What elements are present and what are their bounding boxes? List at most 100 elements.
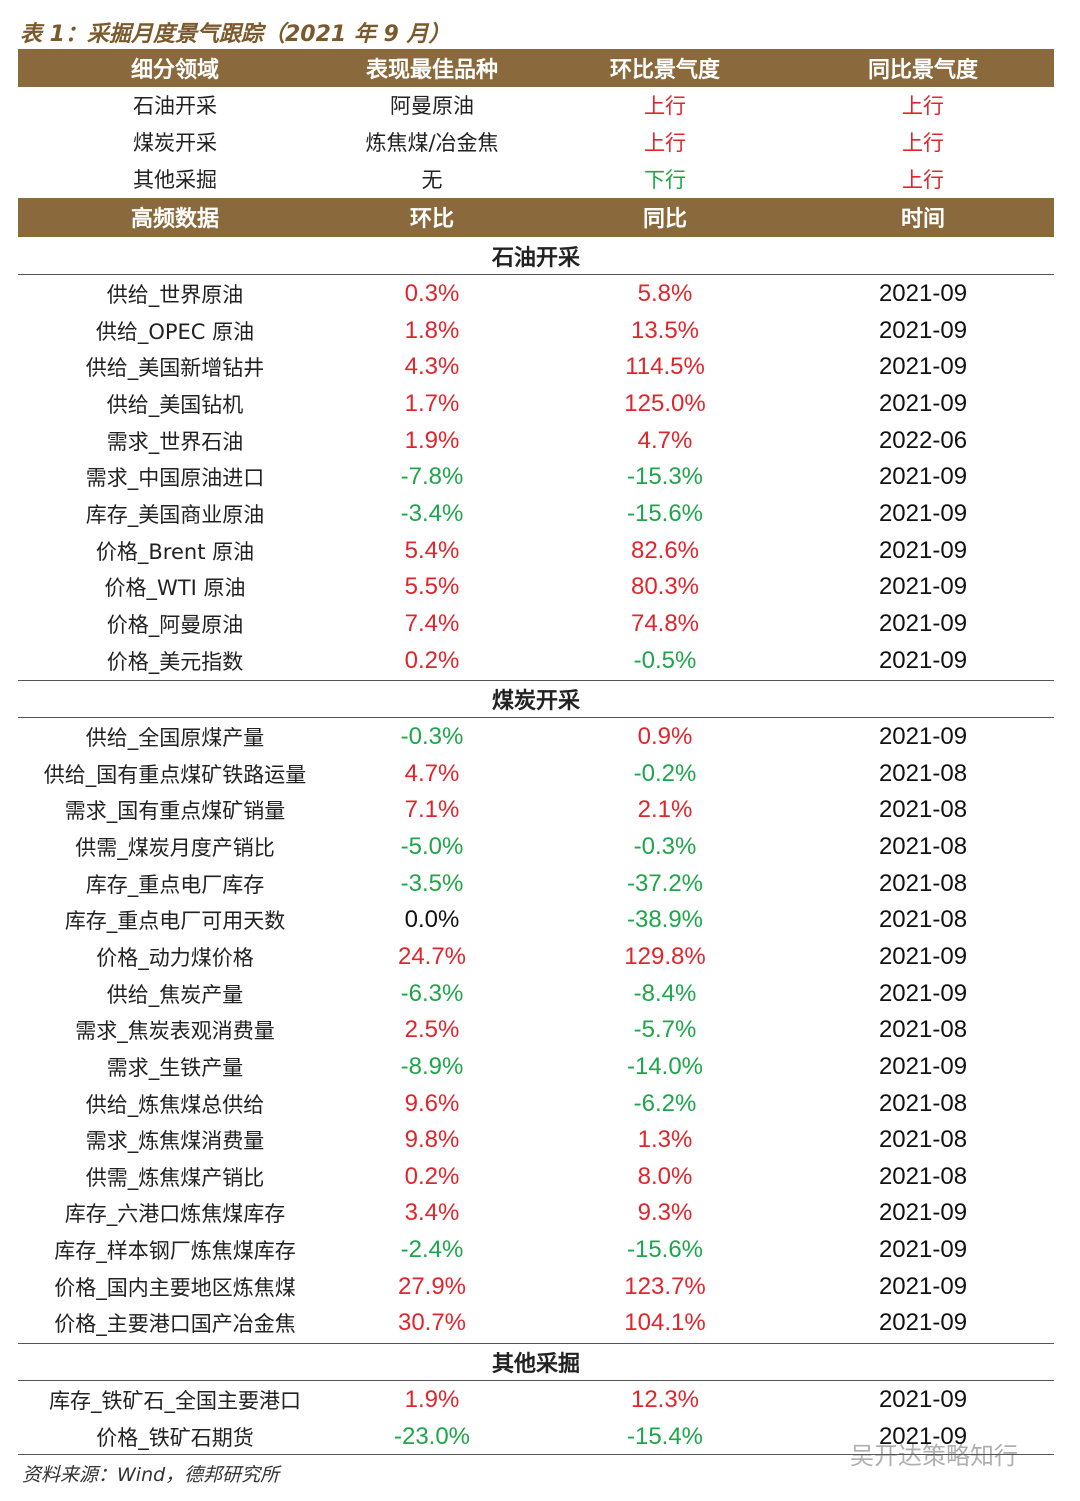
data-cell: 4.7% [637, 426, 693, 454]
row-label: 库存_六港口炼焦煤库存 [64, 1202, 286, 1227]
row-label: 供给_美国钻机 [106, 392, 244, 417]
data-cell: 1.3% [637, 1126, 693, 1154]
row-label: 价格_阿曼原油 [106, 612, 244, 637]
header-cell: 表现最佳品种 [365, 58, 499, 83]
data-cell: 2021-09 [878, 536, 968, 564]
row-label: 库存_铁矿石_全国主要港口 [49, 1388, 301, 1413]
table-title: 表 1：采掘月度景气跟踪（2021 年 9 月） [20, 22, 451, 47]
data-cell: 2022-06 [878, 426, 968, 454]
summary-cell: 石油开采 [133, 94, 217, 118]
row-label: 需求_炼焦煤消费量 [85, 1129, 265, 1154]
summary-cell: 上行 [902, 94, 944, 118]
data-cell: 7.1% [404, 796, 460, 824]
data-cell: 0.3% [404, 280, 460, 307]
watermark: 吴开达策略知行 [850, 1442, 1018, 1470]
data-cell: 2021-08 [878, 906, 968, 934]
data-cell: 30.7% [397, 1309, 467, 1337]
data-cell: -5.0% [400, 832, 464, 860]
data-cell: 8.0% [637, 1162, 693, 1190]
summary-cell: 阿曼原油 [390, 94, 474, 118]
data-cell: 104.1% [624, 1309, 706, 1337]
row-label: 价格_WTI 原油 [104, 576, 246, 601]
data-cell: 1.7% [404, 389, 460, 417]
data-cell: 2021-09 [878, 609, 968, 637]
row-label: 供给_炼焦煤总供给 [85, 1092, 265, 1117]
row-label: 需求_生铁产量 [106, 1055, 244, 1080]
summary-cell: 下行 [644, 168, 686, 192]
row-label: 供给_全国原煤产量 [85, 726, 265, 750]
data-cell: -14.0% [626, 1052, 704, 1080]
data-cell: 4.3% [404, 353, 460, 381]
data-cell: 5.4% [404, 536, 460, 564]
data-cell: -15.6% [626, 1236, 704, 1264]
data-cell: 2021-09 [878, 1052, 968, 1080]
row-label: 需求_世界石油 [106, 429, 244, 454]
data-cell: 2021-09 [878, 942, 968, 970]
data-cell: 114.5% [625, 353, 705, 381]
data-cell: -6.2% [633, 1089, 697, 1117]
data-cell: 2021-09 [878, 1199, 968, 1227]
data-cell: 2021-09 [878, 723, 968, 750]
data-cell: -23.0% [393, 1422, 471, 1450]
data-cell: -38.9% [626, 906, 704, 934]
row-label: 库存_美国商业原油 [85, 502, 265, 527]
data-cell: 0.2% [404, 1162, 460, 1190]
data-cell: -7.8% [400, 463, 464, 491]
data-cell: 2021-09 [878, 1309, 968, 1337]
row-label: 需求_中国原油进口 [85, 466, 265, 491]
row-label: 价格_铁矿石期货 [96, 1425, 254, 1450]
data-cell: 9.6% [404, 1089, 460, 1117]
row-label: 库存_重点电厂库存 [85, 872, 265, 897]
data-cell: -5.7% [633, 1016, 697, 1044]
data-cell: 2021-09 [878, 280, 968, 307]
data-cell: 7.4% [404, 609, 460, 637]
data-cell: 2021-08 [878, 1016, 968, 1044]
data-cell: 2021-09 [878, 316, 968, 344]
data-cell: 1.9% [404, 426, 460, 454]
data-cell: 2021-09 [878, 463, 968, 491]
row-label: 价格_Brent 原油 [95, 539, 255, 564]
row-label: 需求_焦炭表观消费量 [75, 1019, 275, 1044]
data-cell: 2021-09 [878, 979, 968, 1007]
summary-cell: 无 [421, 168, 443, 192]
row-label: 库存_样本钢厂炼焦煤库存 [54, 1239, 296, 1264]
row-label: 供给_国有重点煤矿铁路运量 [43, 762, 307, 787]
data-cell: 2021-08 [878, 796, 968, 824]
data-cell: 129.8% [624, 942, 706, 970]
header-cell: 环比 [409, 207, 455, 232]
data-cell: 2021-09 [878, 573, 968, 601]
rule [18, 1342, 1054, 1344]
row-label: 供给_焦炭产量 [106, 982, 244, 1007]
data-cell: -15.4% [626, 1422, 704, 1450]
data-cell: -0.3% [400, 723, 464, 750]
data-cell: 2021-09 [878, 1272, 968, 1300]
data-cell: 5.8% [637, 280, 693, 307]
summary-cell: 上行 [902, 168, 944, 192]
row-label: 供给_世界原油 [106, 283, 244, 307]
section-title: 石油开采 [491, 246, 581, 271]
rule [18, 717, 1054, 718]
data-cell: 5.5% [404, 573, 460, 601]
source-note: 资料来源：Wind，德邦研究所 [22, 1464, 280, 1486]
data-cell: -0.2% [633, 759, 697, 787]
data-cell: 2021-09 [878, 1236, 968, 1264]
header-cell: 同比 [642, 207, 688, 232]
summary-cell: 炼焦煤/冶金焦 [365, 131, 499, 155]
data-cell: 0.0% [404, 906, 460, 934]
row-label: 需求_国有重点煤矿销量 [64, 799, 286, 824]
row-label: 供给_美国新增钻井 [85, 356, 265, 381]
rule [18, 680, 1054, 681]
row-label: 价格_国内主要地区炼焦煤 [54, 1275, 296, 1300]
rule [18, 1379, 1054, 1381]
summary-cell: 上行 [644, 131, 686, 155]
data-cell: -8.9% [400, 1052, 464, 1080]
header-cell: 高频数据 [130, 207, 220, 232]
data-cell: 3.4% [404, 1199, 460, 1227]
data-cell: -2.4% [400, 1236, 464, 1264]
data-cell: -15.6% [626, 499, 704, 527]
data-cell: 0.9% [637, 723, 693, 750]
data-cell: 125.0% [624, 389, 706, 417]
data-cell: 2021-08 [878, 759, 968, 787]
data-cell: 2021-08 [878, 1089, 968, 1117]
data-cell: -8.4% [633, 979, 697, 1007]
